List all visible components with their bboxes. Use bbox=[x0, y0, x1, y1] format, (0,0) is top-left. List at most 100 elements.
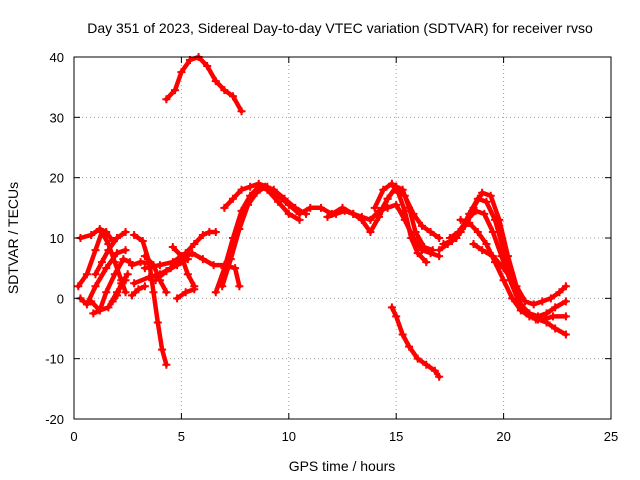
data-point-marker bbox=[387, 303, 396, 312]
x-axis-label: GPS time / hours bbox=[289, 458, 396, 474]
data-point-marker bbox=[89, 309, 98, 318]
data-point-marker bbox=[183, 270, 192, 279]
data-point-marker bbox=[555, 288, 564, 297]
series-track-30 bbox=[469, 240, 517, 285]
data-point-marker bbox=[121, 246, 130, 255]
data-point-marker bbox=[508, 276, 517, 285]
data-point-marker bbox=[387, 179, 396, 188]
data-point-marker bbox=[209, 261, 218, 270]
data-point-marker bbox=[220, 203, 229, 212]
data-point-marker bbox=[405, 342, 414, 351]
data-point-marker bbox=[529, 300, 538, 309]
data-point-marker bbox=[413, 354, 422, 363]
data-point-marker bbox=[102, 227, 111, 236]
series-trace bbox=[76, 229, 128, 295]
data-point-marker bbox=[218, 282, 227, 291]
data-point-marker bbox=[366, 215, 375, 224]
data-point-marker bbox=[420, 243, 429, 252]
series-track-15 bbox=[168, 243, 199, 291]
data-point-marker bbox=[561, 297, 570, 306]
data-point-marker bbox=[549, 312, 558, 321]
data-point-marker bbox=[153, 318, 162, 327]
data-point-marker bbox=[130, 230, 139, 239]
data-point-marker bbox=[413, 249, 422, 258]
data-point-marker bbox=[211, 288, 220, 297]
data-point-marker bbox=[349, 209, 358, 218]
data-point-marker bbox=[231, 264, 240, 273]
data-point-marker bbox=[508, 294, 517, 303]
data-point-marker bbox=[211, 227, 220, 236]
series-trace bbox=[170, 244, 197, 289]
chart-title: Day 351 of 2023, Sidereal Day-to-day VTE… bbox=[87, 20, 593, 36]
data-point-marker bbox=[102, 264, 111, 273]
data-point-marker bbox=[480, 209, 489, 218]
data-point-marker bbox=[375, 209, 384, 218]
data-point-marker bbox=[226, 255, 235, 264]
data-point-marker bbox=[426, 227, 435, 236]
y-tick-label: -10 bbox=[45, 352, 64, 367]
data-point-marker bbox=[104, 303, 113, 312]
data-point-marker bbox=[237, 185, 246, 194]
data-point-marker bbox=[235, 224, 244, 233]
y-tick-label: -20 bbox=[45, 412, 64, 427]
data-point-marker bbox=[561, 312, 570, 321]
data-point-marker bbox=[87, 297, 96, 306]
data-point-marker bbox=[392, 200, 401, 209]
data-point-marker bbox=[140, 282, 149, 291]
data-point-marker bbox=[173, 294, 182, 303]
x-tick-label: 5 bbox=[178, 429, 185, 444]
data-point-marker bbox=[121, 288, 130, 297]
data-point-marker bbox=[317, 203, 326, 212]
series-trace bbox=[389, 305, 442, 380]
data-point-marker bbox=[151, 276, 160, 285]
data-point-marker bbox=[181, 249, 190, 258]
data-point-marker bbox=[295, 209, 304, 218]
data-point-marker bbox=[102, 288, 111, 297]
data-point-marker bbox=[190, 285, 199, 294]
data-point-marker bbox=[183, 255, 192, 264]
data-point-marker bbox=[162, 267, 171, 276]
series-track-23 bbox=[370, 179, 431, 267]
y-tick-label: 40 bbox=[50, 50, 64, 65]
series-track-24 bbox=[375, 182, 437, 255]
data-point-marker bbox=[117, 279, 126, 288]
data-point-marker bbox=[177, 68, 186, 77]
series-track-08 bbox=[127, 282, 149, 300]
data-point-marker bbox=[112, 234, 121, 242]
data-point-marker bbox=[499, 264, 508, 273]
data-point-marker bbox=[417, 221, 426, 230]
data-point-marker bbox=[456, 215, 465, 224]
y-tick-label: 20 bbox=[50, 171, 64, 186]
data-point-marker bbox=[407, 234, 416, 242]
data-point-marker bbox=[181, 288, 190, 297]
data-point-marker bbox=[561, 282, 570, 291]
data-point-marker bbox=[198, 230, 207, 239]
data-point-marker bbox=[220, 86, 229, 95]
x-tick-label: 20 bbox=[496, 429, 510, 444]
series-track-29 bbox=[456, 215, 570, 339]
data-point-marker bbox=[398, 185, 407, 194]
data-point-marker bbox=[136, 258, 145, 267]
x-tick-label: 10 bbox=[282, 429, 296, 444]
series-track-17 bbox=[162, 53, 246, 116]
data-point-marker bbox=[542, 318, 551, 327]
data-point-marker bbox=[168, 258, 177, 267]
series-trace bbox=[213, 184, 302, 295]
data-point-marker bbox=[121, 227, 130, 236]
data-point-marker bbox=[252, 188, 261, 197]
data-point-marker bbox=[525, 312, 534, 321]
data-point-marker bbox=[482, 197, 491, 206]
data-point-marker bbox=[340, 206, 349, 215]
data-point-marker bbox=[379, 185, 388, 194]
data-marks bbox=[74, 53, 570, 381]
x-tick-label: 15 bbox=[389, 429, 403, 444]
data-point-marker bbox=[430, 366, 439, 375]
data-point-marker bbox=[411, 227, 420, 236]
data-point-marker bbox=[243, 200, 252, 209]
data-point-marker bbox=[332, 209, 341, 218]
data-point-marker bbox=[162, 95, 171, 104]
data-point-marker bbox=[112, 291, 121, 300]
data-point-marker bbox=[177, 252, 186, 261]
data-point-marker bbox=[74, 282, 83, 291]
data-point-marker bbox=[439, 240, 448, 249]
